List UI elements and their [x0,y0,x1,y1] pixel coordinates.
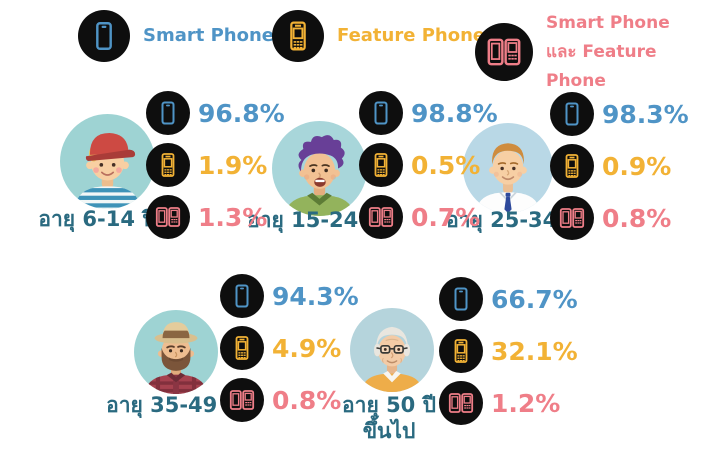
age-label-15-24: อายุ 15-24 ปี [247,208,379,232]
stat-value: 32.1% [491,336,578,366]
smartphone-and-feature-phone-icon [448,393,474,413]
stat-value: 0.9% [602,151,672,181]
stat-35-49-feature-phone: 4.9% [220,326,341,370]
stat-6-14-both: 1.3% [146,195,267,239]
feature-phone-icon [290,21,306,51]
stat-value: 98.8% [411,98,498,128]
smartphone-icon [161,101,175,125]
legend-label-smart-phone: Smart Phone [143,25,275,47]
stat-value: 98.3% [602,99,689,129]
stat-25-34-smart-phone: 98.3% [550,92,689,136]
feature-phone-icon [161,153,175,177]
smartphone-stat-badge [146,91,190,135]
avatar-senior-man-age-50-plus [350,308,434,392]
stat-value: 66.7% [491,284,578,314]
stat-value: 1.9% [198,150,268,180]
avatar-teen-age-15-24 [272,121,367,216]
smartphone-icon [565,102,579,126]
stat-25-34-feature-phone: 0.9% [550,144,671,188]
feature-phone-legend-badge [272,10,324,62]
avatar-man-age-25-34 [463,123,553,213]
smartphone-and-feature-phone-icon [229,390,255,410]
both-phones-stat-badge [220,378,264,422]
smartphone-icon [235,284,249,308]
both-phones-stat-badge [146,195,190,239]
stat-50-plus-both: 1.2% [439,381,560,425]
smartphone-and-feature-phone-icon [559,208,585,228]
smartphone-icon [374,101,388,125]
avatar-man-age-35-49 [134,310,218,394]
stat-35-49-both: 0.8% [220,378,341,422]
feature-phone-stat-badge [146,143,190,187]
feature-phone-stat-badge [220,326,264,370]
feature-phone-icon [235,336,249,360]
legend-label-both-phones: Smart Phone และ Feature Phone [546,13,670,91]
feature-phone-stat-badge [439,329,483,373]
both-phones-stat-badge [439,381,483,425]
stat-6-14-feature-phone: 1.9% [146,143,267,187]
stat-value: 0.7% [411,202,481,232]
feature-phone-stat-badge [359,143,403,187]
legend-label-feature-phone: Feature Phone [337,25,486,47]
smartphone-legend-badge [78,10,130,62]
smartphone-stat-badge [220,274,264,318]
age-label-6-14: อายุ 6-14 ปี [38,207,156,231]
stat-value: 0.8% [272,385,342,415]
smartphone-stat-badge [550,92,594,136]
stat-value: 94.3% [272,281,359,311]
smartphone-and-feature-phone-icon [155,207,181,227]
age-label-50-plus: อายุ 50 ปี ขึ้นไป [342,393,436,444]
stat-value: 0.8% [602,203,672,233]
avatar-boy-age-6-14 [60,114,155,209]
smartphone-stat-badge [439,277,483,321]
legend-item-smart-phone: Smart Phone [78,10,274,62]
feature-phone-icon [454,339,468,363]
smartphone-and-feature-phone-icon [487,38,521,66]
stat-50-plus-smart-phone: 66.7% [439,277,578,321]
legend-item-feature-phone: Feature Phone [272,10,485,62]
feature-phone-icon [374,153,388,177]
smartphone-icon [96,22,112,50]
both-phones-stat-badge [359,195,403,239]
stat-15-24-smart-phone: 98.8% [359,91,498,135]
stat-value: 96.8% [198,98,285,128]
both-phones-stat-badge [550,196,594,240]
smartphone-and-feature-phone-icon [368,207,394,227]
stat-value: 4.9% [272,333,342,363]
stat-15-24-feature-phone: 0.5% [359,143,480,187]
stat-value: 1.3% [198,202,268,232]
stat-50-plus-feature-phone: 32.1% [439,329,578,373]
stat-6-14-smart-phone: 96.8% [146,91,285,135]
stat-35-49-smart-phone: 94.3% [220,274,359,318]
stat-25-34-both: 0.8% [550,196,671,240]
legend-item-both-phones: Smart Phone และ Feature Phone [475,9,706,96]
smartphone-stat-badge [359,91,403,135]
both-phones-legend-badge [475,23,533,82]
age-label-35-49: อายุ 35-49 ปี [106,393,238,417]
feature-phone-icon [565,154,579,178]
feature-phone-stat-badge [550,144,594,188]
smartphone-icon [454,287,468,311]
stat-value: 1.2% [491,388,561,418]
stat-15-24-both: 0.7% [359,195,480,239]
stat-value: 0.5% [411,150,481,180]
